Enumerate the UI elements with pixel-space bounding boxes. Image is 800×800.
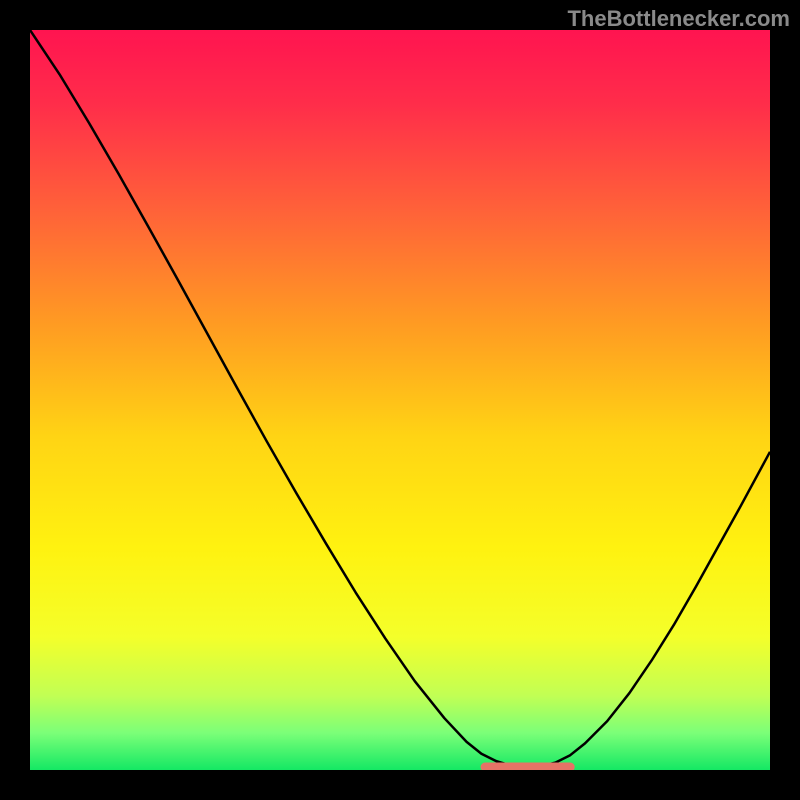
plot-area: [30, 30, 770, 770]
chart-frame: TheBottlenecker.com: [0, 0, 800, 800]
watermark-text: TheBottlenecker.com: [567, 6, 790, 32]
bottleneck-curve-chart: [30, 30, 770, 770]
